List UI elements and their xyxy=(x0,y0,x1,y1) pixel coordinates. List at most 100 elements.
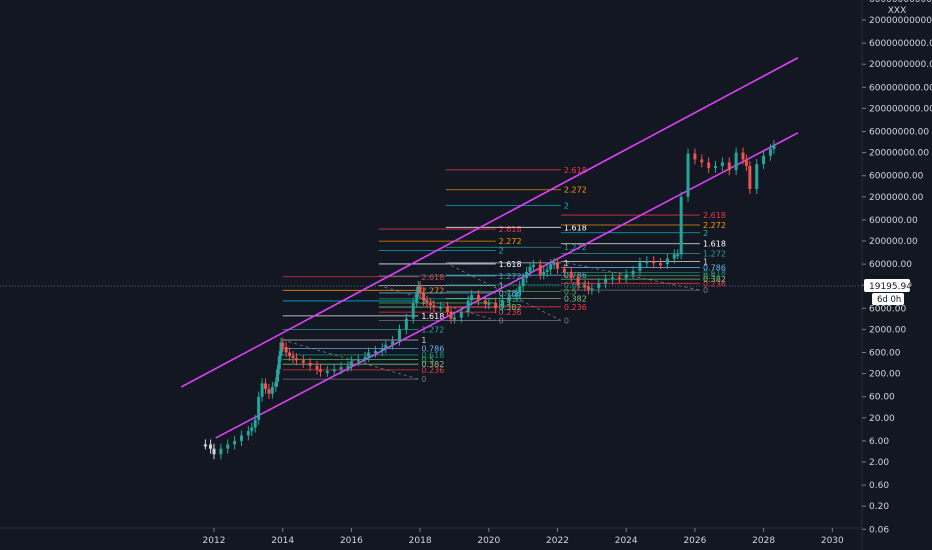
fib-level-label: 1.272 xyxy=(703,250,726,259)
candle-body xyxy=(270,386,274,394)
candle-body xyxy=(260,383,264,397)
candle-body xyxy=(422,293,426,301)
candle-body xyxy=(257,396,261,420)
candle-body xyxy=(597,283,601,289)
candle-body xyxy=(638,262,642,271)
time-tick-label: 2016 xyxy=(340,536,363,546)
fib-level-label: 2.618 xyxy=(564,166,587,175)
price-axis[interactable]: 0.06 0.20 0.60 2.00 6.00 20.00 60.00 200.00 600.… xyxy=(861,0,932,550)
fib-retracement-2[interactable]: 00.2360.3820.50.6180.78611.2721.61822.27… xyxy=(378,225,522,325)
candle-body xyxy=(294,358,298,361)
candle-body xyxy=(562,268,566,272)
trend-channel xyxy=(180,57,799,439)
candle-body xyxy=(531,264,535,267)
candle-body xyxy=(428,302,432,306)
candle-body xyxy=(686,153,690,197)
candle-body xyxy=(487,302,491,305)
candle-body xyxy=(552,262,556,265)
candle-body xyxy=(768,149,772,156)
candle-body xyxy=(507,296,511,301)
candle-body xyxy=(528,266,532,272)
candle-body xyxy=(538,264,542,275)
candle-body xyxy=(549,264,553,270)
candle-body xyxy=(521,278,525,287)
fib-level-label: 1.618 xyxy=(564,223,587,232)
candle-body xyxy=(707,162,711,168)
candle-body xyxy=(432,305,436,308)
candle-body xyxy=(693,153,697,160)
time-tick-label: 2018 xyxy=(409,536,432,546)
candle-body xyxy=(624,274,628,279)
candle-body xyxy=(397,329,401,341)
candle-body xyxy=(542,271,546,275)
time-axis[interactable]: 2012 2014 2016 2018 2020 2022 2024 2026 2028 2030 xyxy=(0,527,862,546)
fib-level-label: 1.272 xyxy=(564,243,587,252)
candle-body xyxy=(652,261,656,264)
candle-body xyxy=(741,152,745,160)
price-tick-label: 0.06 xyxy=(869,525,889,535)
candle-body xyxy=(277,356,281,370)
fib-level-label: 2 xyxy=(703,229,708,238)
fib-level-label: 2.272 xyxy=(499,237,522,246)
fib-level-label: 0 xyxy=(703,286,708,295)
candle-body xyxy=(604,279,608,284)
fib-level-label: 1 xyxy=(564,259,569,268)
candle-body xyxy=(332,369,336,372)
candle-body xyxy=(617,277,621,280)
candle-body xyxy=(586,286,590,290)
candle-body xyxy=(727,162,731,171)
channel-lower-line[interactable] xyxy=(215,132,799,439)
candle-body xyxy=(288,352,292,357)
candle-body xyxy=(203,444,207,447)
candle-body xyxy=(346,365,350,368)
candle-body xyxy=(452,317,456,320)
fib-level-label: 1.272 xyxy=(421,325,444,334)
candle-body xyxy=(514,293,518,297)
fib-retracement-1[interactable]: 00.2360.3820.50.6180.78611.2721.61822.27… xyxy=(282,273,445,384)
time-tick-label: 2026 xyxy=(683,536,706,546)
candle-body xyxy=(449,311,453,319)
channel-upper-line[interactable] xyxy=(180,57,799,388)
fib-retracement-4[interactable]: 00.2360.3820.50.6180.78611.2721.61822.27… xyxy=(560,211,726,295)
fib-level-label: 0.786 xyxy=(421,344,444,353)
price-tick-label: 60.00 xyxy=(869,393,895,403)
candle-body xyxy=(267,388,271,394)
fib-level-label: 0.618 xyxy=(703,268,726,277)
price-tick-label: 60000.00 xyxy=(869,260,912,270)
candle-body xyxy=(339,367,343,370)
price-tick-label: 20.00 xyxy=(869,414,895,424)
candle-body xyxy=(318,369,322,372)
candle-body xyxy=(494,302,498,309)
candle-body xyxy=(501,300,505,309)
candle-body xyxy=(291,356,295,359)
candle-body xyxy=(416,286,420,293)
candle-body xyxy=(274,381,278,387)
candle-body xyxy=(425,300,429,303)
candle-body xyxy=(676,254,680,257)
fib-level-label: 0.382 xyxy=(703,275,726,284)
candle-body xyxy=(556,262,559,269)
fib-retracement-3[interactable]: 00.2360.3820.50.6180.78611.2721.61822.27… xyxy=(445,166,587,326)
fib-level-label: 0.236 xyxy=(564,303,587,312)
candle-body xyxy=(279,342,283,357)
candle-body xyxy=(748,165,752,190)
time-tick-label: 2022 xyxy=(546,536,569,546)
fib-level-label: 0.5 xyxy=(564,288,577,297)
price-tick-label: 20000000000.00 xyxy=(869,16,932,26)
price-tick-label: 200000.00 xyxy=(869,237,918,247)
candle-body xyxy=(325,370,329,373)
candle-body xyxy=(380,348,384,351)
candle-body xyxy=(476,295,480,301)
fib-level-label: 2.618 xyxy=(421,273,444,282)
candle-body xyxy=(250,427,254,432)
candle-body xyxy=(755,164,759,190)
time-tick-label: 2012 xyxy=(203,536,226,546)
price-tick-label: 6.00 xyxy=(869,437,889,447)
candle-body xyxy=(391,340,395,345)
fib-level-label: 0.786 xyxy=(703,264,726,273)
candle-body xyxy=(373,350,377,353)
fib-level-label: 2.618 xyxy=(703,211,726,220)
candle-body xyxy=(253,419,257,428)
candle-body xyxy=(418,286,422,294)
